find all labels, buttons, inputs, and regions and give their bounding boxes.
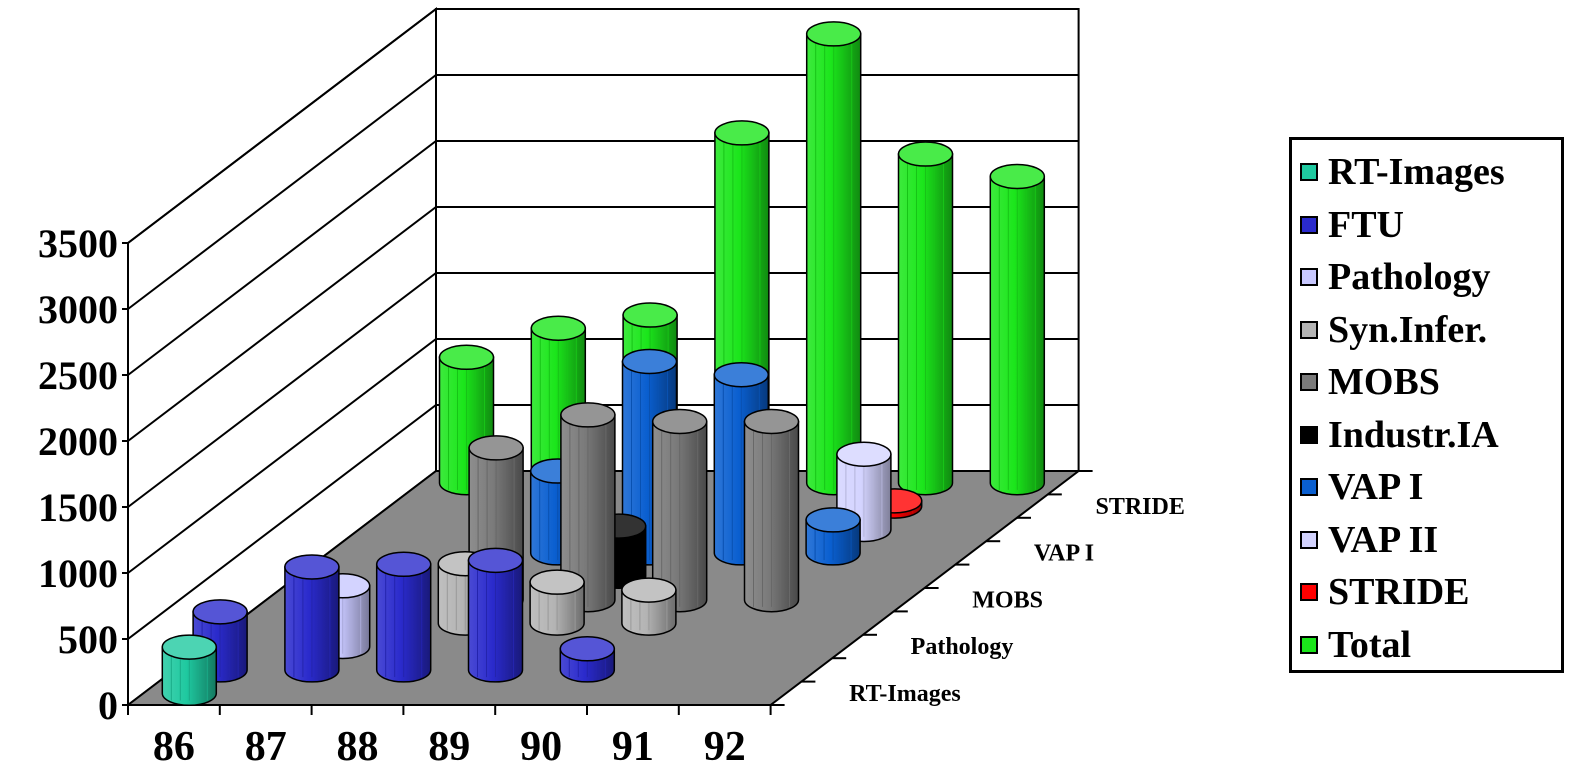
- gridline: [127, 206, 1079, 442]
- legend-label: RT-Images: [1328, 151, 1505, 194]
- y-tick-label: 1500: [38, 485, 118, 530]
- bar-total-92: [989, 163, 1046, 496]
- bar-vap-i-91: [805, 507, 861, 566]
- legend-label: MOBS: [1328, 361, 1440, 404]
- gridline: [127, 404, 1079, 640]
- legend-swatch: [1300, 268, 1318, 287]
- chart-axis-labels: 0 500 1000 1500 2000 2500 3000 3500 86 87 88 89 90 91…: [38, 221, 1185, 770]
- legend-swatch: [1300, 163, 1318, 182]
- legend-item: MOBS: [1300, 356, 1561, 409]
- legend-swatch: [1300, 583, 1318, 602]
- depth-axis-label: RT-Images: [849, 681, 961, 707]
- y-tick-label: 3000: [38, 287, 118, 332]
- bar-syn-infer--89: [529, 569, 585, 636]
- legend-swatch: [1300, 425, 1318, 444]
- bar-mobs-91: [743, 408, 800, 613]
- bar-ftu-90: [559, 636, 616, 683]
- chart-legend: RT-Images FTU Pathology Syn.Infer. MOBS Indus…: [1289, 137, 1564, 673]
- legend-item: Syn.Infer.: [1300, 304, 1561, 357]
- depth-axis-label: VAP I: [1034, 541, 1094, 567]
- gridline: [127, 74, 1079, 310]
- legend-swatch: [1300, 478, 1318, 497]
- x-category-label: 91: [612, 724, 654, 770]
- gridline: [127, 272, 1079, 508]
- bar-ftu-89: [467, 547, 524, 683]
- gridline: [127, 8, 1079, 244]
- x-category-label: 92: [704, 724, 746, 770]
- legend-items: RT-Images FTU Pathology Syn.Infer. MOBS Indus…: [1300, 146, 1561, 671]
- legend-item: VAP I: [1300, 461, 1561, 514]
- depth-axis-label: STRIDE: [1095, 494, 1184, 520]
- legend-swatch: [1300, 635, 1318, 654]
- y-tick-label: 2500: [38, 353, 118, 398]
- bar-rt-images-86: [161, 634, 218, 707]
- legend-label: FTU: [1328, 203, 1404, 246]
- bar-ftu-87: [284, 554, 340, 683]
- bar-mobs-90: [651, 408, 708, 613]
- y-tick-label: 500: [58, 617, 118, 662]
- gridline: [127, 140, 1079, 376]
- legend-swatch: [1300, 530, 1318, 549]
- legend-label: Total: [1328, 623, 1412, 666]
- x-category-label: 89: [428, 724, 470, 770]
- legend-label: Syn.Infer.: [1328, 308, 1488, 351]
- legend-item: Total: [1300, 619, 1561, 672]
- legend-swatch: [1300, 373, 1318, 392]
- legend-item: Pathology: [1300, 251, 1561, 304]
- legend-swatch: [1300, 320, 1318, 339]
- legend-label: VAP II: [1328, 518, 1439, 561]
- legend-label: VAP I: [1328, 466, 1424, 509]
- legend-swatch: [1300, 215, 1318, 234]
- y-tick-label: 1000: [38, 551, 118, 596]
- legend-item: STRIDE: [1300, 566, 1561, 619]
- legend-label: Industr.IA: [1328, 413, 1499, 456]
- gridline: [127, 338, 1079, 574]
- legend-item: Industr.IA: [1300, 409, 1561, 462]
- legend-label: STRIDE: [1328, 571, 1470, 614]
- x-category-label: 90: [520, 724, 562, 770]
- bar-total-91: [897, 141, 954, 496]
- legend-label: Pathology: [1328, 256, 1491, 299]
- x-category-label: 88: [337, 724, 379, 770]
- chart-bars: [161, 21, 1046, 707]
- depth-axis-label: MOBS: [972, 587, 1043, 613]
- legend-item: FTU: [1300, 199, 1561, 252]
- x-category-label: 87: [245, 724, 287, 770]
- y-tick-label: 0: [98, 683, 118, 728]
- bar-ftu-88: [375, 551, 432, 683]
- x-category-label: 86: [153, 724, 195, 770]
- legend-item: VAP II: [1300, 514, 1561, 567]
- y-tick-label: 3500: [38, 221, 118, 266]
- bar-syn-infer--90: [621, 577, 677, 636]
- bar-total-90: [805, 21, 862, 496]
- depth-axis-label: Pathology: [911, 634, 1014, 660]
- y-tick-label: 2000: [38, 419, 118, 464]
- legend-item: RT-Images: [1300, 146, 1561, 199]
